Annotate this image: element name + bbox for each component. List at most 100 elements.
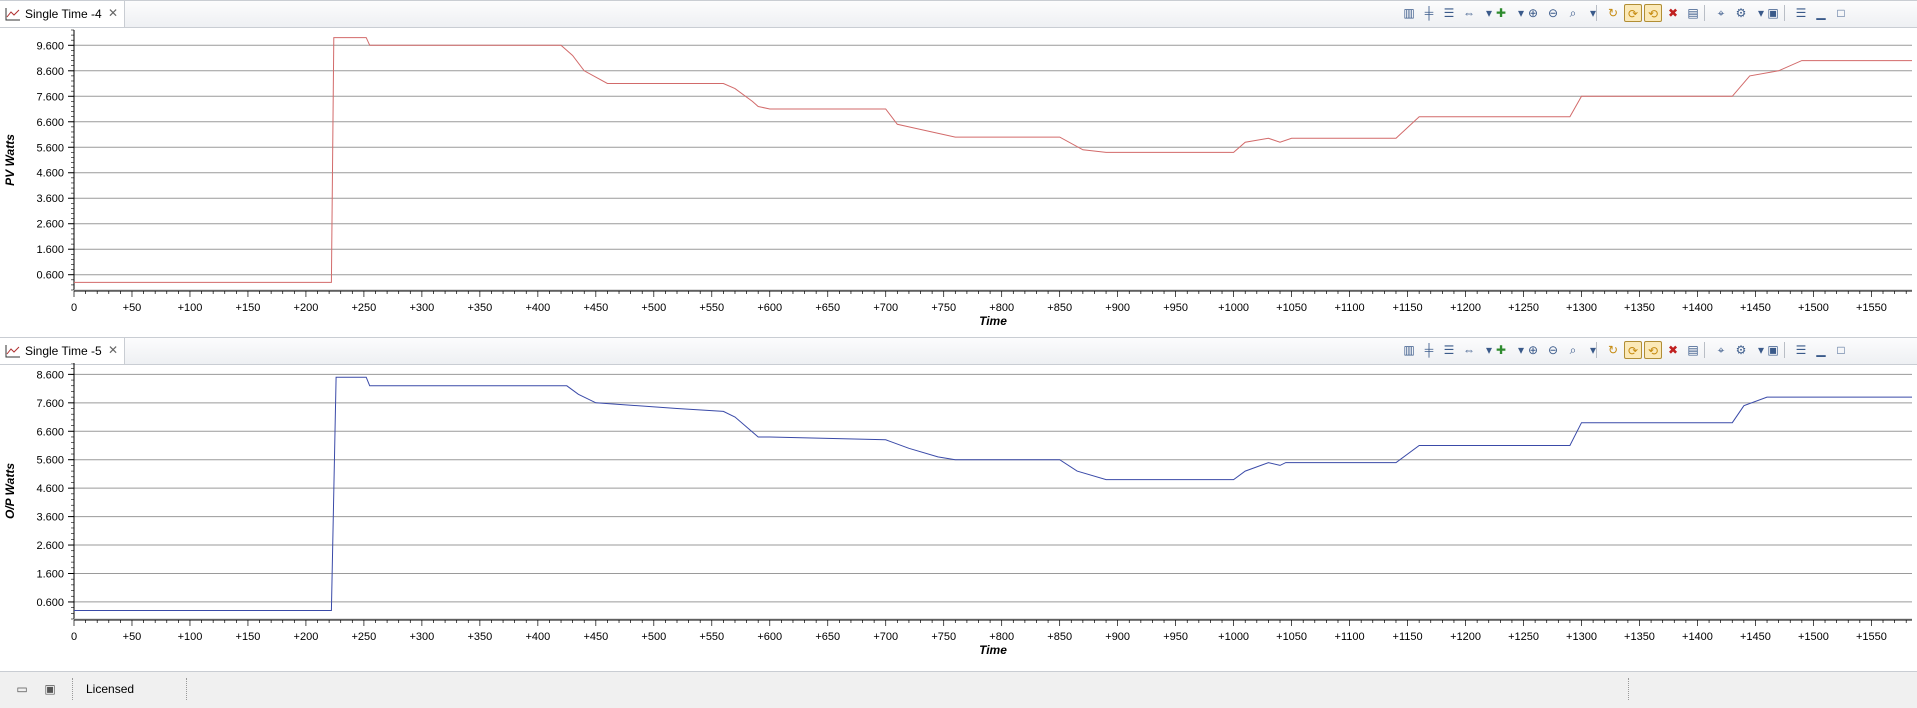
add-icon[interactable]: ✚ [1495,343,1507,357]
toolbar-separator [1784,342,1785,358]
minimize-icon[interactable]: ▁ [1816,343,1826,357]
x-tick-label: +700 [873,302,898,314]
view-menu-icon[interactable]: ☰ [1795,343,1807,357]
op-watts-chart: 8.600 7.600 6.600 5.600 4.600 3.600 2.600 1.600… [3,363,1912,657]
x-tick-label: +100 [178,631,203,643]
settings-icon[interactable]: ⚙ [1735,6,1747,20]
delete-icon[interactable]: ✖ [1667,343,1679,357]
close-icon[interactable]: ✕ [108,343,119,357]
x-tick-label: +200 [294,302,319,314]
dropdown-icon[interactable]: ▾ [1589,6,1597,20]
panel-header: Single Time -4 ✕ ▥ ╪ ☰ ⇔ ▾ ✚ ▾ ⊕ ⊖ ⌕ ▾ ↻ ⟳ ⟲ ✖ ▤ ⌖ ⚙ ▾ ▣ ☰ ▁ □ [0,0,1917,28]
add-icon[interactable]: ✚ [1495,6,1507,20]
zoom-fit-icon[interactable]: ⌕ [1569,343,1577,357]
x-tick-label: +350 [467,302,492,314]
x-tick-label: +150 [236,302,261,314]
status-divider [186,678,187,700]
x-tick-label: +1350 [1624,302,1655,314]
x-tick-label: +200 [294,631,319,643]
zoom-out-icon[interactable]: ⊖ [1547,343,1559,357]
zoom-fit-icon[interactable]: ⌕ [1569,6,1577,20]
lock-icon[interactable]: ▣ [1767,343,1779,357]
x-tick-label: +1500 [1798,631,1829,643]
dropdown-icon[interactable]: ▾ [1757,6,1765,20]
refresh-icon[interactable]: ↻ [1607,6,1619,20]
dropdown-icon[interactable]: ▾ [1517,6,1525,20]
y-tick-label: 0.600 [36,270,64,282]
auto-scale-icon[interactable]: ⟳ [1624,4,1642,22]
x-tick-label: +1300 [1566,302,1597,314]
x-tick-label: +1550 [1856,302,1887,314]
align-icon[interactable]: ╪ [1424,343,1434,357]
x-tick-label: +900 [1105,302,1130,314]
x-tick-label: +350 [467,631,492,643]
x-tick-label: +1000 [1218,302,1249,314]
minimize-icon[interactable]: ▁ [1816,6,1826,20]
y-tick-label: 4.600 [36,168,64,180]
x-tick-label: +400 [525,302,550,314]
tab-single-time-4[interactable]: Single Time -4 ✕ [0,1,125,27]
toolbar-separator [1704,342,1705,358]
properties-icon[interactable]: ▤ [1687,343,1699,357]
x-tick-label: +50 [123,302,142,314]
auto-scale-icon[interactable]: ⟳ [1624,341,1642,359]
tab-single-time-5[interactable]: Single Time -5 ✕ [0,338,125,364]
x-tick-label: +50 [123,631,142,643]
sync-icon[interactable]: ⟲ [1644,341,1662,359]
x-tick-label: +400 [525,631,550,643]
clipboard-icon[interactable]: ▣ [44,682,56,696]
y-tick-label: 4.600 [36,483,64,495]
x-tick-label: +650 [815,631,840,643]
x-tick-label: +300 [409,302,434,314]
find-icon[interactable]: ⌖ [1717,6,1725,20]
dropdown-icon[interactable]: ▾ [1517,343,1525,357]
zoom-in-icon[interactable]: ⊕ [1527,343,1539,357]
lock-icon[interactable]: ▣ [1767,6,1779,20]
x-tick-label: +950 [1163,302,1188,314]
dropdown-icon[interactable]: ▾ [1589,343,1597,357]
x-tick-label: +1300 [1566,631,1597,643]
layout-icon[interactable]: ▥ [1403,343,1415,357]
refresh-icon[interactable]: ↻ [1607,343,1619,357]
x-tick-label: +1000 [1218,631,1249,643]
x-tick-label: +300 [409,631,434,643]
align-icon[interactable]: ╪ [1424,6,1434,20]
x-tick-label: +550 [699,631,724,643]
x-tick-label: +250 [352,631,377,643]
x-tick-label: +900 [1105,631,1130,643]
find-icon[interactable]: ⌖ [1717,343,1725,357]
delete-icon[interactable]: ✖ [1667,6,1679,20]
distribute-icon[interactable]: ☰ [1443,6,1455,20]
view-menu-icon[interactable]: ☰ [1795,6,1807,20]
x-tick-label: +550 [699,302,724,314]
cursor-icon[interactable]: ⇔ [1463,343,1475,357]
y-axis-label: O/P Watts [3,463,17,519]
y-tick-label: 6.600 [36,117,64,129]
x-tick-label: +850 [1047,302,1072,314]
sync-icon[interactable]: ⟲ [1644,4,1662,22]
cursor-icon[interactable]: ⇔ [1463,6,1475,20]
zoom-out-icon[interactable]: ⊖ [1547,6,1559,20]
maximize-icon[interactable]: □ [1837,343,1845,357]
x-tick-label: +500 [641,302,666,314]
tab-title: Single Time -5 [25,344,102,358]
maximize-icon[interactable]: □ [1837,6,1845,20]
dropdown-icon[interactable]: ▾ [1485,6,1493,20]
x-tick-label: +700 [873,631,898,643]
y-tick-label: 0.600 [36,597,64,609]
x-tick-label: +1250 [1508,302,1539,314]
x-tick-label: +1550 [1856,631,1887,643]
properties-icon[interactable]: ▤ [1687,6,1699,20]
zoom-in-icon[interactable]: ⊕ [1527,6,1539,20]
settings-icon[interactable]: ⚙ [1735,343,1747,357]
distribute-icon[interactable]: ☰ [1443,343,1455,357]
dropdown-icon[interactable]: ▾ [1757,343,1765,357]
y-tick-label: 3.600 [36,512,64,524]
new-window-icon[interactable]: ▭ [16,682,28,696]
chart-icon [5,345,20,358]
y-axis-label: PV Watts [3,134,17,186]
close-icon[interactable]: ✕ [108,6,119,20]
layout-icon[interactable]: ▥ [1403,6,1415,20]
dropdown-icon[interactable]: ▾ [1485,343,1493,357]
x-tick-label: +1450 [1740,302,1771,314]
